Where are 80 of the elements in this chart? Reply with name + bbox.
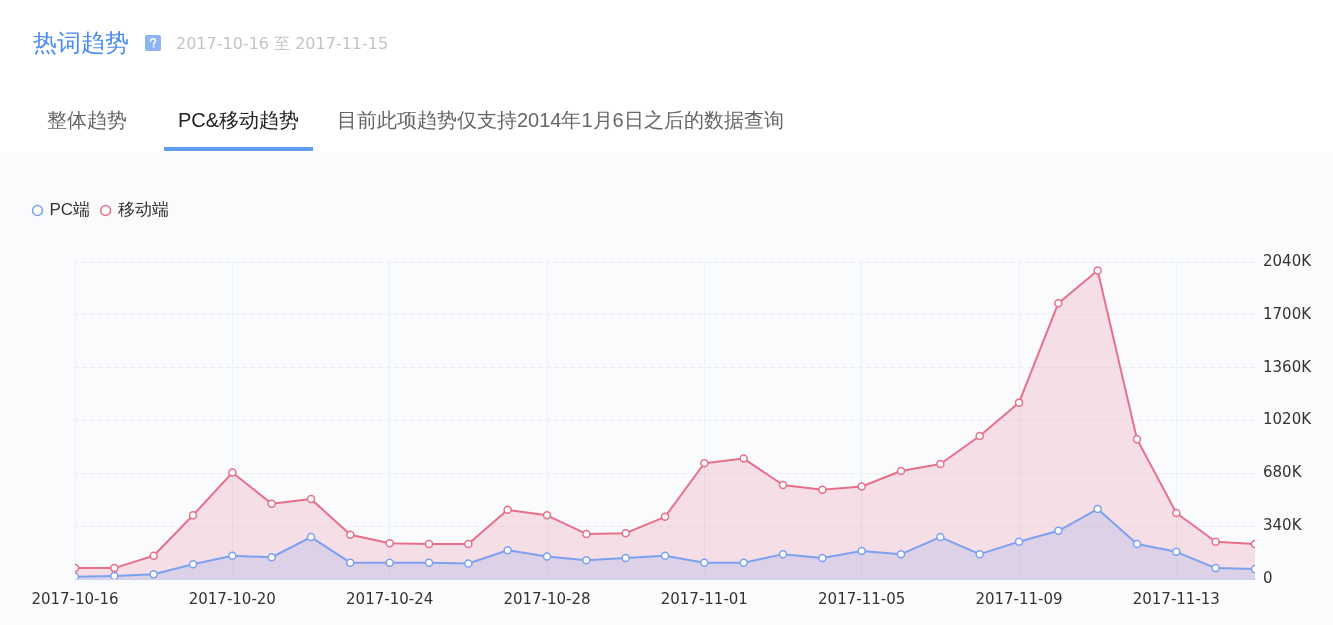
point (896, 466, 906, 476)
point (1014, 398, 1024, 407)
point (149, 570, 158, 579)
x-tick-label: 2017-10-16 (31, 589, 119, 608)
point (503, 505, 512, 515)
point (1172, 547, 1181, 557)
point (542, 511, 552, 520)
point (110, 563, 119, 573)
point (346, 530, 355, 539)
point (346, 558, 355, 567)
point (700, 558, 709, 567)
point (385, 558, 394, 567)
point (700, 458, 709, 468)
x-tick-label: 2017-10-28 (503, 589, 591, 608)
point (1211, 563, 1220, 573)
point (464, 539, 473, 549)
point (778, 549, 788, 559)
y-tick-label: 1020K (1263, 410, 1313, 429)
point (503, 546, 512, 555)
point (228, 551, 237, 560)
text: PC&移动趋势 (178, 108, 300, 133)
point (621, 553, 630, 563)
point (621, 528, 630, 538)
point (1211, 537, 1220, 546)
point (936, 459, 945, 469)
point (975, 431, 984, 441)
x-tick-label: 2017-10-20 (188, 589, 276, 608)
point (936, 532, 945, 542)
point (660, 551, 670, 560)
chart-subtitle: 2017-10-16 至 2017-11-15 (176, 34, 389, 54)
point (1054, 298, 1063, 308)
point (778, 480, 788, 490)
x-tick-label: 2017-11-01 (660, 589, 748, 608)
point (818, 553, 827, 563)
point (818, 485, 827, 494)
point (542, 552, 552, 561)
point (857, 546, 866, 556)
point (739, 558, 748, 567)
chart-title: 热词趋势 (33, 28, 129, 58)
y-tick-label: 680K (1263, 463, 1303, 482)
y-tick-label: 0 (1263, 568, 1273, 587)
point (1132, 539, 1142, 549)
point (424, 539, 434, 549)
point (1132, 434, 1142, 444)
point (267, 553, 276, 562)
point (110, 571, 119, 579)
x-tick-label: 2017-11-05 (818, 589, 906, 608)
x-tick-label: 2017-11-13 (1132, 589, 1220, 608)
y-tick-label: 1360K (1263, 357, 1313, 376)
point (1093, 504, 1102, 514)
point (739, 454, 748, 463)
point (188, 511, 198, 520)
point (1054, 526, 1063, 536)
point (896, 549, 906, 559)
y-tick-label: 340K (1263, 516, 1303, 535)
point (188, 559, 198, 569)
point (424, 558, 434, 567)
point (660, 512, 670, 522)
x-tick-label: 2017-11-09 (975, 589, 1063, 608)
point (1172, 508, 1181, 518)
point (582, 556, 591, 565)
point (582, 529, 591, 539)
point (306, 532, 316, 542)
y-tick-label: 1700K (1263, 304, 1313, 323)
point (149, 551, 158, 560)
legend-label: PC端 (49, 200, 91, 220)
point (1014, 537, 1024, 546)
x-tick-label: 2017-10-24 (346, 589, 434, 608)
point (857, 482, 866, 491)
point (1093, 266, 1102, 275)
legend-label: 移动端 (117, 200, 169, 220)
text: 整体趋势 (47, 108, 127, 133)
y-tick-label: 2040K (1263, 251, 1313, 270)
point (267, 499, 276, 508)
point (385, 539, 394, 548)
point (228, 468, 237, 477)
text: 目前此项趋势仅支持2014年1月6日之后的数据查询 (337, 108, 784, 133)
point (464, 559, 473, 568)
point (975, 549, 984, 559)
point (306, 494, 316, 504)
